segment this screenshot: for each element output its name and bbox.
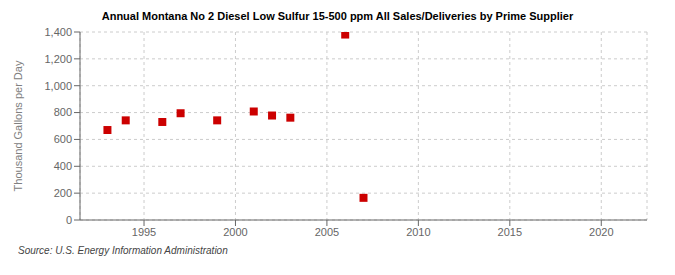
svg-text:2010: 2010 (406, 226, 430, 238)
svg-text:2000: 2000 (223, 226, 247, 238)
svg-text:600: 600 (54, 133, 72, 145)
svg-text:1,200: 1,200 (44, 53, 72, 65)
html-text:Source: U.S. Energy Informatio: Source: U.S. Energy Information Administ… (18, 245, 228, 256)
svg-text:1,000: 1,000 (44, 80, 72, 92)
svg-text:1995: 1995 (132, 226, 156, 238)
svg-text:800: 800 (54, 106, 72, 118)
svg-text:2005: 2005 (315, 226, 339, 238)
svg-text:Thousand Gallons per Day: Thousand Gallons per Day (12, 60, 24, 191)
svg-text:400: 400 (54, 160, 72, 172)
svg-text:2015: 2015 (498, 226, 522, 238)
svg-text:1,400: 1,400 (44, 26, 72, 38)
svg-text:0: 0 (66, 214, 72, 226)
svg-text:200: 200 (54, 187, 72, 199)
svg-text:2020: 2020 (589, 226, 613, 238)
html-text:Annual Montana No 2 Diesel Low: Annual Montana No 2 Diesel Low Sulfur 15… (101, 10, 574, 22)
